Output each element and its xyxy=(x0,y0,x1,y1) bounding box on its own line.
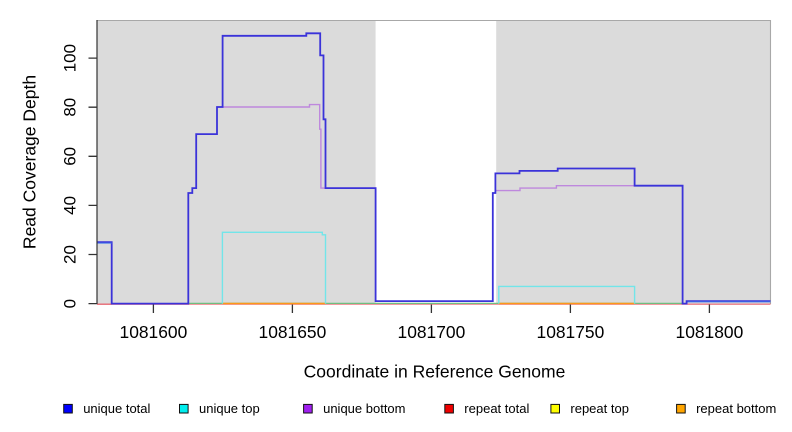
svg-text:1081600: 1081600 xyxy=(120,322,188,342)
svg-text:1081750: 1081750 xyxy=(537,322,605,342)
svg-text:Read Coverage Depth: Read Coverage Depth xyxy=(20,75,40,249)
svg-text:Coordinate in Reference Genome: Coordinate in Reference Genome xyxy=(304,361,566,381)
svg-text:repeat top: repeat top xyxy=(570,401,629,416)
svg-text:unique bottom: unique bottom xyxy=(323,401,405,416)
svg-text:0: 0 xyxy=(61,299,80,308)
svg-text:repeat total: repeat total xyxy=(464,401,529,416)
svg-text:1081700: 1081700 xyxy=(398,322,466,342)
svg-text:60: 60 xyxy=(61,147,80,166)
svg-text:40: 40 xyxy=(61,196,80,215)
svg-text:unique total: unique total xyxy=(83,401,150,416)
svg-text:1081650: 1081650 xyxy=(259,322,327,342)
svg-text:1081800: 1081800 xyxy=(676,322,744,342)
svg-text:100: 100 xyxy=(61,44,80,72)
svg-text:20: 20 xyxy=(61,245,80,264)
svg-text:repeat bottom: repeat bottom xyxy=(696,401,776,416)
svg-text:unique top: unique top xyxy=(199,401,260,416)
svg-text:80: 80 xyxy=(61,98,80,117)
